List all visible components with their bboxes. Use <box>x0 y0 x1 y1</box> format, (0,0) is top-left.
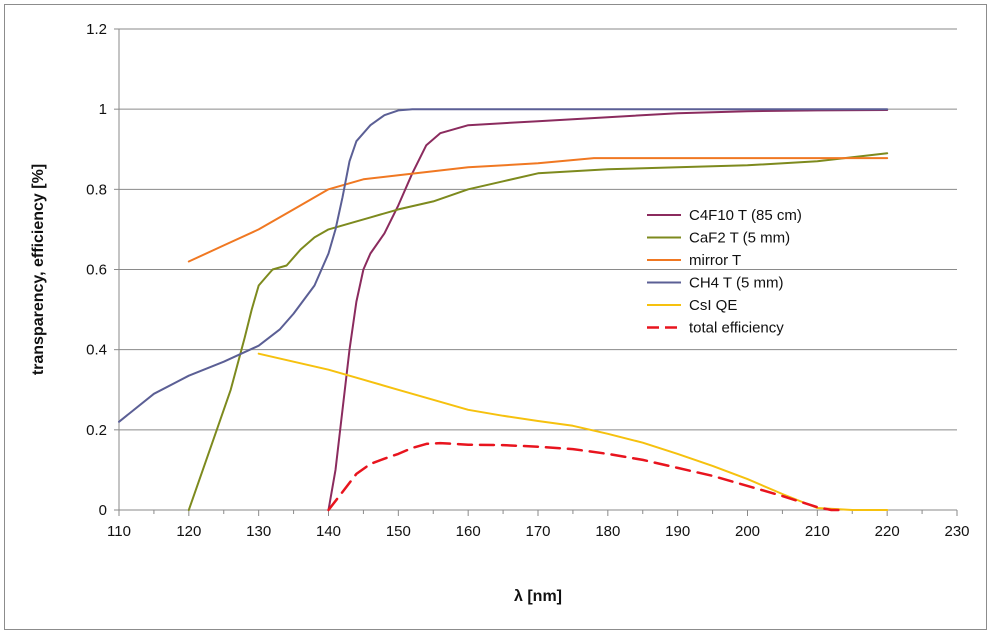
series-line-1 <box>187 152 889 511</box>
y-tick-label: 0.4 <box>86 342 107 359</box>
x-tick-label: 130 <box>246 523 271 540</box>
x-axis-title: λ [nm] <box>514 588 562 605</box>
series-line-3 <box>118 108 889 423</box>
y-tick-label: 1 <box>99 101 107 118</box>
y-tick-label: 0.6 <box>86 262 107 279</box>
legend-label-0: C4F10 T (85 cm) <box>689 207 802 224</box>
series-line-0 <box>327 109 889 511</box>
legend: C4F10 T (85 cm) CaF2 T (5 mm) mirror T CH4 … <box>647 207 802 337</box>
y-tick-label: 0.8 <box>86 181 107 198</box>
legend-label-1: CaF2 T (5 mm) <box>689 230 790 247</box>
x-tick-label: 170 <box>525 523 550 540</box>
chart-frame: 0 0.2 0.4 0.6 0.8 1 1.2 110 120 130 140 150 160 170 18… <box>4 4 987 630</box>
legend-label-4: CsI QE <box>689 297 737 314</box>
x-tick-label: 190 <box>665 523 690 540</box>
x-tick-label: 150 <box>386 523 411 540</box>
y-axis-title: transparency, efficiency [%] <box>30 164 47 375</box>
legend-label-5: total efficiency <box>689 320 784 337</box>
legend-label-3: CH4 T (5 mm) <box>689 275 783 292</box>
series-line-2 <box>187 157 889 263</box>
y-tick-label: 0.2 <box>86 422 107 439</box>
tick-labels: 0 0.2 0.4 0.6 0.8 1 1.2 110 120 130 140 150 160 170 18… <box>86 21 969 540</box>
x-tick-label: 110 <box>107 523 131 540</box>
series-lines <box>118 108 889 512</box>
series-line-5 <box>327 441 847 512</box>
series-line-4 <box>257 352 889 511</box>
x-tick-label: 120 <box>176 523 201 540</box>
y-tick-label: 1.2 <box>86 21 107 38</box>
y-tick-label: 0 <box>99 502 107 519</box>
axes <box>114 28 958 516</box>
x-tick-label: 210 <box>805 523 830 540</box>
legend-label-2: mirror T <box>689 252 741 269</box>
x-tick-label: 180 <box>595 523 620 540</box>
x-tick-label: 220 <box>875 523 900 540</box>
x-tick-label: 160 <box>456 523 481 540</box>
x-tick-label: 200 <box>735 523 760 540</box>
x-tick-label: 230 <box>944 523 969 540</box>
grid-lines <box>119 28 957 431</box>
line-chart: 0 0.2 0.4 0.6 0.8 1 1.2 110 120 130 140 150 160 170 18… <box>30 21 970 605</box>
x-tick-label: 140 <box>316 523 341 540</box>
